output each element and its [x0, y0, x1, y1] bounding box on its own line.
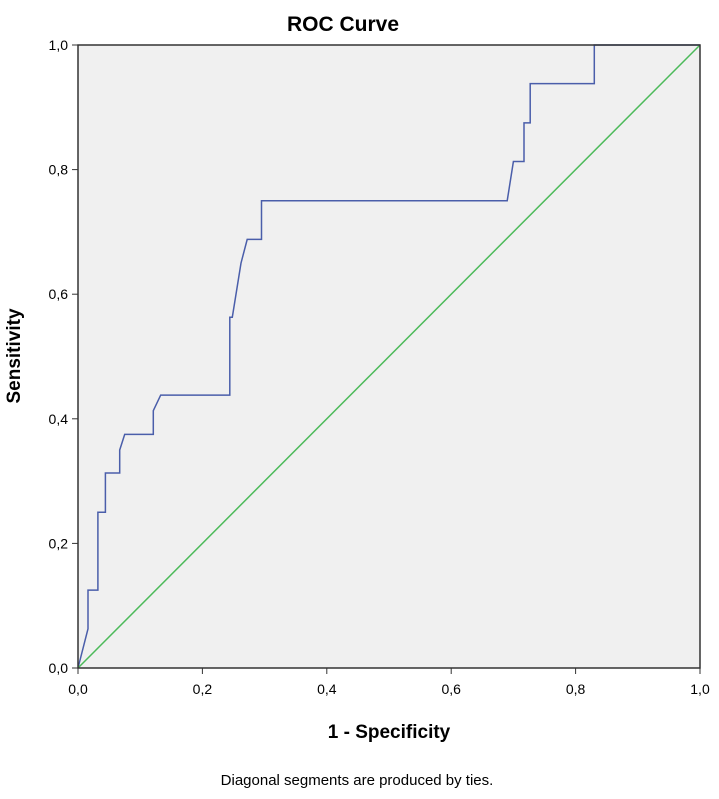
chart-title: ROC Curve	[287, 13, 399, 36]
y-tick-label: 0,8	[49, 162, 69, 178]
x-tick-label: 0,6	[441, 681, 461, 697]
x-tick-label: 0,2	[193, 681, 213, 697]
x-tick-label: 0,0	[68, 681, 88, 697]
x-tick-label: 0,4	[317, 681, 337, 697]
roc-curve-line	[77, 44, 700, 669]
x-tick-label: 0,8	[566, 681, 586, 697]
y-tick-label: 0,0	[49, 660, 69, 676]
y-tick-label: 0,4	[49, 411, 69, 427]
y-axis-label: Sensitivity	[4, 308, 25, 403]
footnote: Diagonal segments are produced by ties.	[221, 772, 494, 789]
y-tick-label: 0,6	[49, 286, 69, 302]
series-layer	[77, 44, 701, 669]
x-axis-ticks: 0,0 0,2 0,4 0,6 0,8 1,0	[68, 668, 710, 697]
y-axis-ticks: 0,0 0,2 0,4 0,6 0,8 1,0	[49, 37, 78, 676]
y-tick-label: 1,0	[49, 37, 69, 53]
reference-diagonal-line	[77, 44, 701, 669]
x-tick-label: 1,0	[690, 681, 710, 697]
plot-frame	[77, 44, 701, 669]
y-tick-label: 0,2	[49, 535, 69, 551]
x-axis-label: 1 - Specificity	[328, 722, 451, 743]
